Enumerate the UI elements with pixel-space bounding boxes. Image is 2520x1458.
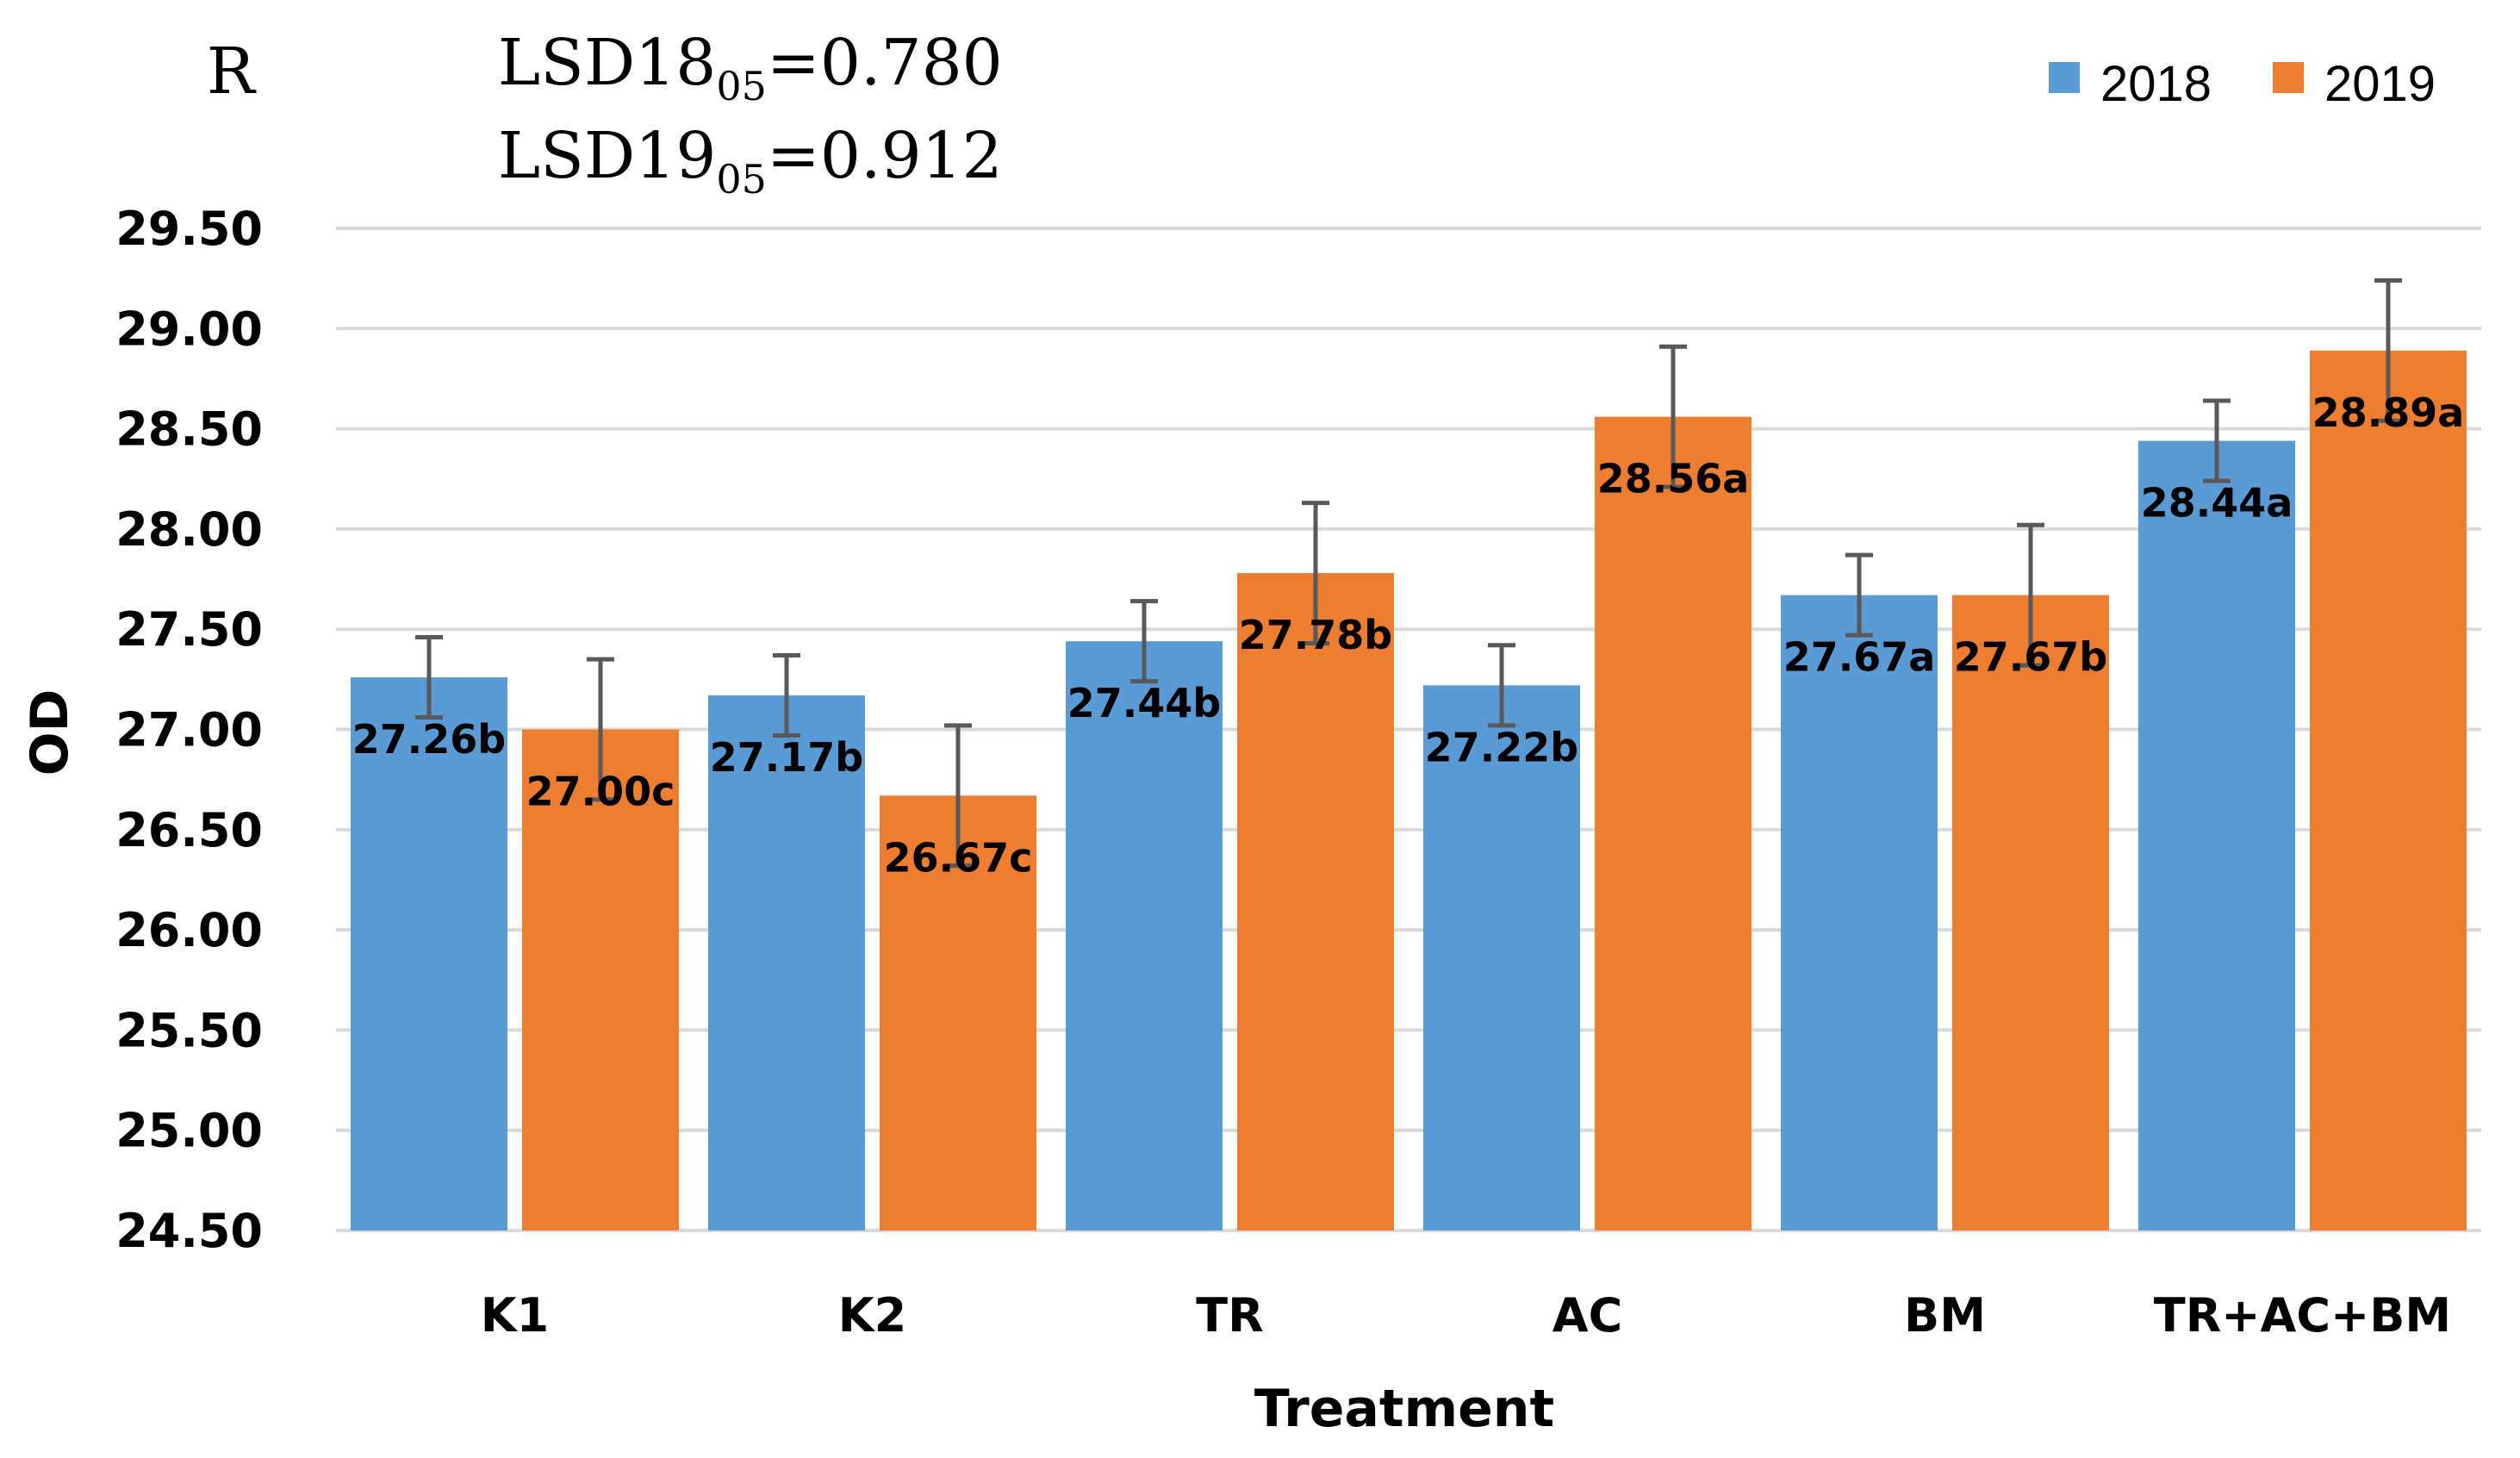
legend: 2018 2019 (2049, 56, 2436, 112)
lsd-2018-prefix: LSD18 (498, 26, 716, 100)
x-axis-title: Treatment (1254, 1379, 1554, 1439)
legend-label-2018: 2018 (2100, 56, 2212, 112)
bar-2019-TR+AC+BM (2310, 350, 2467, 1231)
data-label-2018-AC: 27.22b (1425, 724, 1578, 770)
legend-label-2019: 2019 (2324, 56, 2436, 112)
bar-2018-K2 (708, 695, 865, 1231)
legend-swatch-2019 (2273, 62, 2304, 93)
bars (351, 350, 2467, 1231)
data-label-2018-TR: 27.44b (1067, 680, 1221, 726)
y-tick-label: 28.00 (115, 502, 263, 557)
bar-2018-TR+AC+BM (2138, 440, 2295, 1231)
data-label-2019-AC: 28.56a (1597, 456, 1750, 502)
x-axis-categories: K1 K2 TR AC BM TR+AC+BM (481, 1288, 2451, 1343)
bar-2018-AC (1423, 685, 1580, 1231)
y-tick-label: 25.50 (115, 1003, 263, 1057)
data-label-2019-K2: 26.67c (884, 834, 1033, 881)
panel-label: R (207, 34, 257, 109)
y-tick-label: 29.00 (115, 302, 263, 356)
y-tick-label: 24.50 (115, 1204, 263, 1258)
data-label-2018-K2: 27.17b (710, 734, 863, 781)
x-category-label: K1 (481, 1288, 549, 1343)
y-tick-label: 26.00 (115, 903, 263, 957)
y-tick-label: 25.00 (115, 1104, 263, 1158)
bar-2019-K2 (880, 795, 1036, 1231)
lsd-2019-sub: 05 (716, 156, 767, 202)
lsd-2018-sub: 05 (716, 63, 767, 109)
x-category-label: AC (1552, 1288, 1622, 1343)
bar-2019-K1 (522, 729, 679, 1231)
x-category-label: TR (1196, 1288, 1263, 1343)
error-bars (415, 277, 2402, 869)
lsd-2018-suffix: =0.780 (767, 26, 1003, 100)
y-tick-label: 28.50 (115, 402, 263, 457)
y-axis-ticks: 24.50 25.00 25.50 26.00 26.50 27.00 27.50 28.00… (115, 202, 263, 1258)
bar-2019-TR (1237, 573, 1394, 1231)
bar-2019-AC (1595, 416, 1752, 1231)
data-labels: 27.26b 27.00c 27.17b 26.67c 27.44b 27.78b 27.2… (352, 389, 2464, 881)
data-label-2018-K1: 27.26b (352, 716, 506, 763)
y-tick-label: 29.50 (115, 202, 263, 256)
data-label-2019-K1: 27.00c (526, 769, 675, 815)
x-category-label: K2 (838, 1288, 906, 1343)
y-tick-label: 27.00 (115, 703, 263, 757)
x-category-label: BM (1904, 1288, 1986, 1343)
data-label-2019-TR+AC+BM: 28.89a (2312, 389, 2465, 436)
legend-swatch-2018 (2049, 62, 2080, 93)
bar-2018-BM (1781, 595, 1938, 1231)
y-tick-label: 27.50 (115, 602, 263, 657)
lsd-2019-suffix: =0.912 (767, 119, 1003, 193)
lsd-2018: LSD1805=0.780 (498, 26, 1003, 109)
x-category-label: TR+AC+BM (2154, 1288, 2451, 1343)
y-tick-label: 26.50 (115, 803, 263, 857)
gridlines (336, 227, 2481, 1232)
bar-2018-TR (1066, 641, 1223, 1231)
data-label-2018-TR+AC+BM: 28.44a (2141, 480, 2293, 526)
lsd-2019: LSD1905=0.912 (498, 119, 1003, 202)
data-label-2018-BM: 27.67a (1783, 634, 1936, 681)
bar-2019-BM (1952, 595, 2109, 1231)
y-axis-title: OD (20, 689, 80, 776)
data-label-2019-BM: 27.67b (1954, 634, 2107, 681)
lsd-2019-prefix: LSD19 (498, 119, 716, 193)
data-label-2019-TR: 27.78b (1239, 612, 1392, 658)
bar-2018-K1 (351, 677, 507, 1231)
